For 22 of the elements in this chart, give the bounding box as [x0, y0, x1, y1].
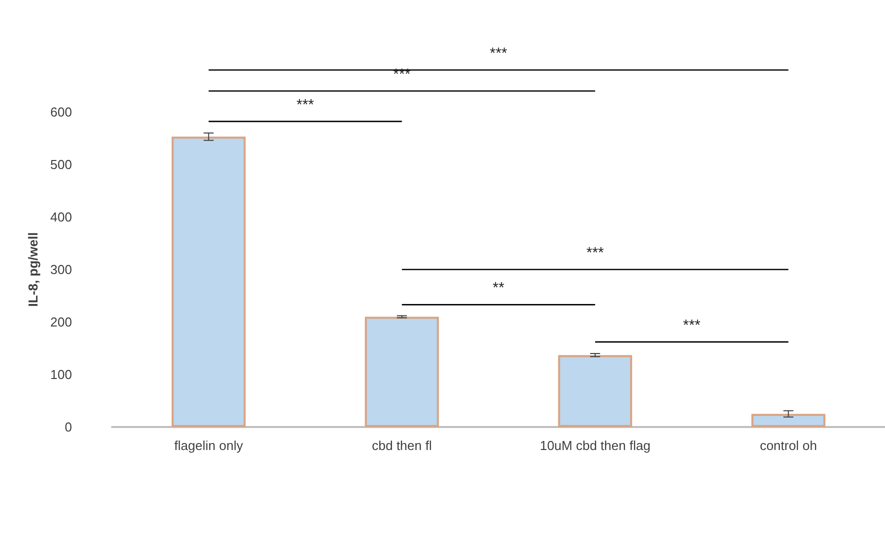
- text: ***: [393, 66, 411, 83]
- bar: [172, 136, 246, 427]
- x-tick-label: control oh: [760, 438, 817, 453]
- bar: [558, 355, 632, 427]
- y-tick-label: 200: [50, 314, 72, 330]
- annotation: **: [492, 280, 504, 297]
- text: ***: [490, 45, 508, 62]
- x-tick-label: cbd then fl: [372, 438, 432, 453]
- x-tick-label: flagelin only: [174, 438, 244, 453]
- annotation: ***: [586, 244, 604, 262]
- y-tick-label: 600: [50, 104, 72, 120]
- y-tick-label: 0: [64, 420, 72, 434]
- x-tick-label: 10uM cbd then flag: [540, 438, 650, 453]
- bar: [751, 414, 826, 427]
- y-tick-label: 400: [50, 210, 72, 224]
- y-tick-label: 300: [50, 262, 72, 277]
- y-tick-label: 500: [50, 157, 72, 172]
- bar: [364, 316, 439, 427]
- y-tick-label: 100: [50, 367, 72, 382]
- annotation: ***: [296, 96, 314, 114]
- annotation: ***: [682, 316, 701, 334]
- y-axis-title: IL-8, pg/well: [25, 232, 40, 307]
